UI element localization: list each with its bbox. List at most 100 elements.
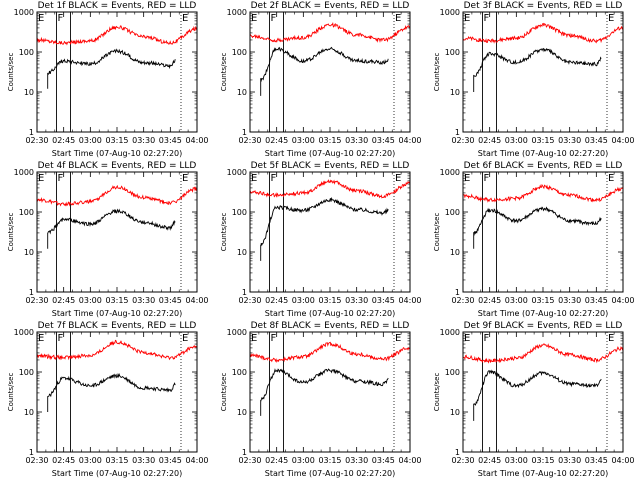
lld-series-line [249,179,411,199]
panel-plot: Det 5f BLACK = Events, RED = LLD Start Ti… [220,161,422,318]
marker-label: F [58,333,64,344]
x-tick-label: 03:15 [531,456,554,465]
events-series-line [473,47,602,92]
lld-series-line [36,25,198,46]
marker-label: E [251,333,257,344]
x-tick-label: 02:30 [238,136,261,145]
marker-label: E [182,333,188,344]
plot-frame [36,171,198,293]
x-tick-label: 04:00 [611,296,634,305]
x-tick-label: 03:00 [79,296,102,305]
y-tick-label: 10 [237,408,247,417]
marker-label: F [484,173,490,184]
panel-title: Det 2f BLACK = Events, RED = LLD [251,1,410,11]
events-series-line [473,369,602,421]
y-tick-label: 1000 [227,168,247,177]
x-tick-label: 02:45 [478,456,501,465]
y-tick-label: 10 [24,248,34,257]
marker-label: E [182,173,188,184]
plot-frame [36,11,198,133]
x-tick-label: 03:30 [132,296,155,305]
x-tick-label: 03:45 [159,296,182,305]
y-tick-label: 10 [24,88,34,97]
x-tick-label: 03:15 [105,456,128,465]
marker-label: E [464,333,470,344]
panel-plot: Det 4f BLACK = Events, RED = LLD Start Ti… [7,161,209,318]
x-tick-label: 02:45 [52,296,75,305]
x-tick-label: 03:15 [531,296,554,305]
x-tick-label: 03:45 [372,456,395,465]
marker-label: E [608,333,614,344]
x-tick-label: 02:30 [238,296,261,305]
panel-plot: Det 2f BLACK = Events, RED = LLD Start Ti… [220,1,422,158]
x-tick-label: 03:00 [505,136,528,145]
y-tick-label: 1 [29,448,34,457]
x-tick-label: 03:30 [345,296,368,305]
x-axis-label: Start Time (07-Aug-10 02:27:20) [478,149,609,158]
y-tick-label: 100 [232,208,247,217]
marker-label: F [484,13,490,24]
x-tick-label: 03:30 [558,296,581,305]
plot-frame [249,11,411,133]
lld-series-line [249,21,411,43]
y-tick-label: 1 [29,128,34,137]
marker-label: F [271,333,277,344]
x-axis-label: Start Time (07-Aug-10 02:27:20) [265,469,396,478]
x-axis-label: Start Time (07-Aug-10 02:27:20) [52,149,183,158]
x-tick-label: 03:45 [159,456,182,465]
x-tick-label: 02:30 [451,296,474,305]
events-series-line [260,368,389,416]
x-axis-label: Start Time (07-Aug-10 02:27:20) [52,469,183,478]
y-tick-label: 1 [29,288,34,297]
events-series-line [260,196,389,261]
x-tick-label: 02:30 [451,456,474,465]
panel-title: Det 9f BLACK = Events, RED = LLD [464,321,623,331]
y-axis-label: Counts/sec [7,373,15,412]
x-tick-label: 03:15 [318,136,341,145]
y-tick-label: 1000 [14,8,34,17]
panel-plot: Det 6f BLACK = Events, RED = LLD Start Ti… [433,161,635,318]
x-tick-label: 02:45 [52,136,75,145]
y-tick-label: 100 [445,48,460,57]
panel-title: Det 5f BLACK = Events, RED = LLD [251,161,410,171]
y-tick-label: 1 [242,128,247,137]
x-tick-label: 04:00 [398,456,421,465]
marker-label: E [251,13,257,24]
detector-panel-4: Det 4f BLACK = Events, RED = LLD Start Ti… [7,161,209,318]
x-tick-label: 02:30 [238,456,261,465]
y-tick-label: 1 [242,448,247,457]
x-tick-label: 03:00 [292,296,315,305]
lld-series-line [462,22,623,44]
x-tick-label: 03:45 [585,456,608,465]
x-tick-label: 02:30 [25,456,48,465]
panel-title: Det 7f BLACK = Events, RED = LLD [38,321,197,331]
panel-title: Det 8f BLACK = Events, RED = LLD [251,321,410,331]
plot-frame [462,171,624,293]
y-tick-label: 100 [19,208,34,217]
panel-title: Det 3f BLACK = Events, RED = LLD [464,1,623,11]
x-tick-label: 04:00 [185,136,208,145]
lld-series-line [36,184,198,207]
y-tick-label: 100 [19,368,34,377]
detector-panel-7: Det 7f BLACK = Events, RED = LLD Start Ti… [7,321,209,478]
x-tick-label: 03:00 [292,136,315,145]
y-axis-label: Counts/sec [433,373,441,412]
y-axis-label: Counts/sec [433,53,441,92]
x-tick-label: 02:45 [265,136,288,145]
marker-label: F [271,173,277,184]
marker-label: E [182,13,188,24]
y-tick-label: 100 [445,208,460,217]
y-tick-label: 1 [455,128,460,137]
x-tick-label: 03:15 [105,136,128,145]
y-axis-label: Counts/sec [220,213,228,252]
events-series-line [47,48,176,89]
x-tick-label: 03:15 [318,296,341,305]
x-tick-label: 04:00 [185,296,208,305]
panel-title: Det 1f BLACK = Events, RED = LLD [38,1,197,11]
x-tick-label: 03:30 [132,456,155,465]
x-tick-label: 02:45 [478,136,501,145]
plot-frame [36,331,198,453]
panel-title: Det 4f BLACK = Events, RED = LLD [38,161,197,171]
y-tick-label: 1000 [440,168,460,177]
panel-title: Det 6f BLACK = Events, RED = LLD [464,161,623,171]
